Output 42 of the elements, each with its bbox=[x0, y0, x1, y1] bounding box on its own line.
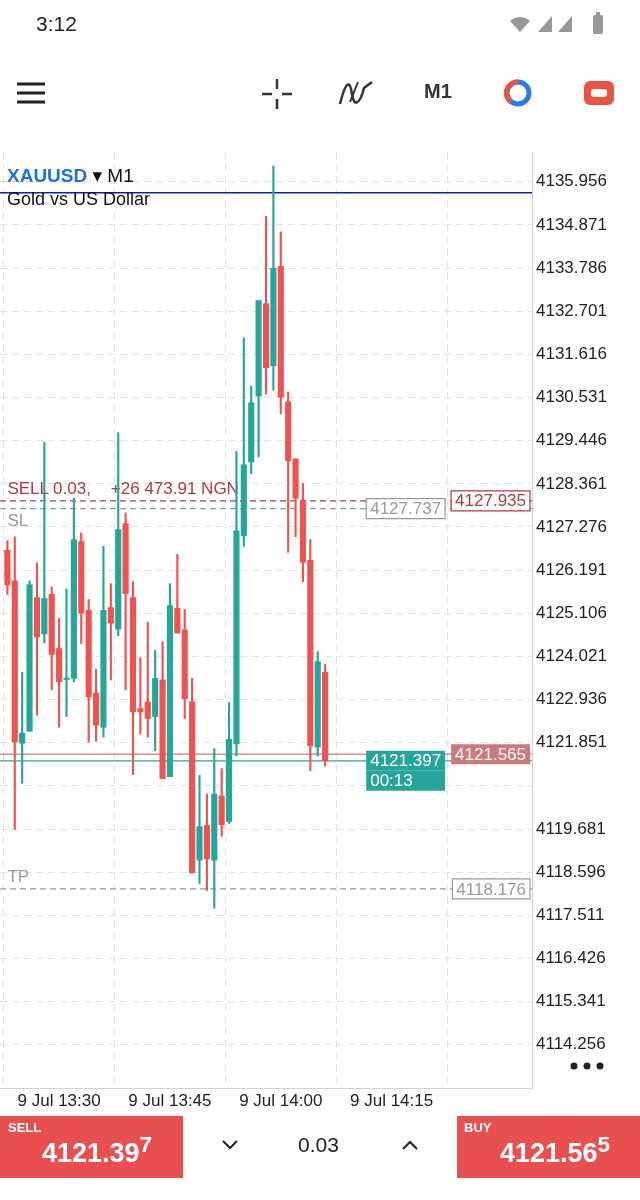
ref-line-label: 4127.935 bbox=[455, 491, 526, 511]
y-tick-label: 4122.936 bbox=[536, 689, 607, 709]
x-tick-label: 9 Jul 13:30 bbox=[17, 1090, 101, 1110]
text: BUY bbox=[464, 1120, 492, 1136]
y-tick-label: 4133.786 bbox=[536, 257, 607, 277]
y-tick-label: 4126.191 bbox=[536, 559, 607, 579]
y-tick-label: 4116.426 bbox=[536, 948, 606, 968]
y-tick-label: 4134.871 bbox=[536, 214, 607, 234]
y-tick-label: 4114.256 bbox=[536, 1034, 606, 1054]
text: 4121.56$^{5}$ bbox=[500, 1132, 611, 1169]
annotation: SL bbox=[7, 510, 29, 530]
y-tick-label: 4125.106 bbox=[536, 602, 607, 622]
x-tick-label: 9 Jul 14:15 bbox=[350, 1090, 434, 1110]
y-tick-label: 4129.446 bbox=[536, 430, 607, 450]
y-tick-label: 4115.341 bbox=[536, 991, 606, 1011]
x-tick-label: 9 Jul 13:45 bbox=[128, 1090, 212, 1110]
x-tick-label: 9 Jul 14:00 bbox=[239, 1090, 323, 1110]
y-tick-label: 4121.851 bbox=[536, 732, 607, 752]
y-tick-label: 4118.596 bbox=[536, 861, 606, 881]
ref-line-label: 4118.176 bbox=[456, 879, 527, 899]
y-tick-label: 4130.531 bbox=[536, 387, 607, 407]
y-tick-label: 4132.701 bbox=[536, 300, 607, 320]
text: 4121.39$^{7}$ bbox=[42, 1132, 153, 1169]
y-tick-label: 4131.616 bbox=[536, 344, 607, 364]
y-tick-label: 4135.956 bbox=[536, 171, 607, 191]
y-tick-label: 4117.511 bbox=[536, 905, 605, 925]
text: 0.03 bbox=[298, 1133, 339, 1157]
ref-line-label: 4121.397 bbox=[370, 751, 442, 771]
text: Gold vs US Dollar bbox=[7, 189, 151, 210]
annotation: 00:13 bbox=[370, 771, 413, 791]
text: 3:12 bbox=[36, 12, 77, 36]
ref-line-label: 4121.565 bbox=[455, 744, 526, 764]
text: XAUUSD ▾ M1 bbox=[7, 165, 134, 187]
y-tick-label: 4119.681 bbox=[536, 818, 606, 838]
text: M1 bbox=[424, 80, 452, 102]
y-tick-label: 4127.276 bbox=[536, 516, 607, 536]
text: SELL bbox=[8, 1120, 42, 1136]
y-tick-label: 4128.361 bbox=[536, 473, 607, 493]
ref-line-label: 4127.737 bbox=[370, 499, 442, 519]
annotation: TP bbox=[7, 866, 30, 886]
candlestick bbox=[196, 775, 203, 884]
y-tick-label: 4124.021 bbox=[536, 646, 607, 666]
